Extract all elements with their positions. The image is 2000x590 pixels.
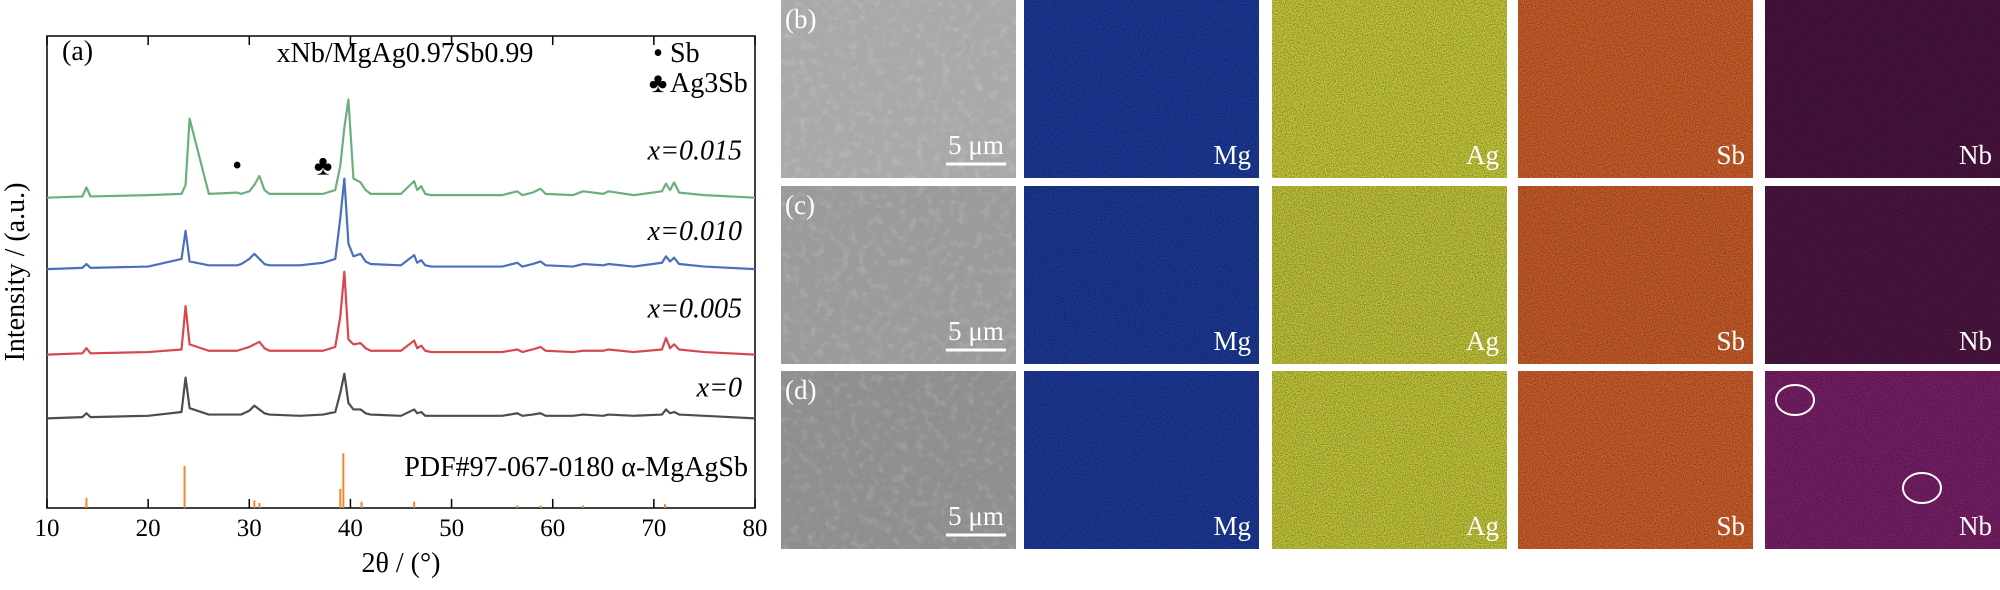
highlight-circle <box>1902 472 1942 504</box>
legend-symbol: ♣ <box>649 68 667 99</box>
row-label: (b) <box>785 4 816 34</box>
eds-noise <box>1518 371 1753 549</box>
eds-noise <box>1518 0 1753 178</box>
eds-maps: (b) 5 μm Mg Ag Sb Nb (c) 5 μm Mg Ag Sb Nb (d) 5 μm Mg A… <box>781 0 2000 549</box>
legend-name: Sb <box>670 38 700 69</box>
sem-texture <box>781 371 1016 549</box>
y-axis-label: Intensity / (a.u.) <box>0 183 31 362</box>
element-label: Sb <box>1716 140 1745 170</box>
eds-noise <box>1765 0 2000 178</box>
sem-texture <box>781 186 1016 364</box>
eds-noise <box>1272 186 1507 364</box>
element-label: Sb <box>1716 511 1745 541</box>
x-tick-label: 20 <box>136 515 161 542</box>
xrd-pattern <box>46 270 756 356</box>
row-label: (c) <box>785 190 815 220</box>
element-label: Nb <box>1959 326 1992 356</box>
xrd-pattern <box>46 98 756 199</box>
x-tick-label: 50 <box>439 515 464 542</box>
eds-noise <box>1765 371 2000 549</box>
scale-bar-label: 5 μm <box>948 130 1004 160</box>
xrd-panel: (a) xNb/MgAg0.97Sb0.99 2θ / (°) Intensit… <box>0 35 768 579</box>
scale-bar-label: 5 μm <box>948 316 1004 346</box>
x-axis-label: 2θ / (°) <box>361 548 440 579</box>
series-label: x=0.010 <box>647 216 742 247</box>
series-label: x=0.005 <box>647 294 742 325</box>
eds-noise <box>1765 186 2000 364</box>
reference-label: PDF#97-067-0180 α-MgAgSb <box>404 452 748 483</box>
chart-title: xNb/MgAg0.97Sb0.99 <box>277 38 534 69</box>
x-tick-label: 10 <box>35 515 60 542</box>
element-label: Sb <box>1716 326 1745 356</box>
series-label: x=0.015 <box>647 135 742 166</box>
scale-bar-label: 5 μm <box>948 501 1004 531</box>
x-tick-label: 80 <box>743 515 768 542</box>
eds-noise <box>1024 186 1259 364</box>
eds-noise <box>1024 371 1259 549</box>
xrd-pattern <box>46 177 756 271</box>
x-tick-label: 40 <box>338 515 363 542</box>
element-label: Ag <box>1466 511 1499 541</box>
element-label: Mg <box>1213 326 1251 356</box>
element-label: Nb <box>1959 511 1992 541</box>
series-label: x=0 <box>696 373 742 404</box>
eds-noise <box>1272 371 1507 549</box>
legend-name: Ag3Sb <box>670 68 748 99</box>
element-label: Nb <box>1959 140 1992 170</box>
element-label: Mg <box>1213 140 1251 170</box>
x-tick-label: 70 <box>641 515 666 542</box>
plot-frame <box>46 35 756 509</box>
element-label: Ag <box>1466 140 1499 170</box>
element-label: Ag <box>1466 326 1499 356</box>
xrd-pattern <box>46 372 756 420</box>
legend-symbol: • <box>653 38 663 69</box>
panel-label: (a) <box>62 36 93 67</box>
element-label: Mg <box>1213 511 1251 541</box>
phase-marker: ♣ <box>314 151 332 182</box>
phase-marker: • <box>232 151 242 182</box>
x-tick-label: 30 <box>237 515 262 542</box>
highlight-circle <box>1775 384 1815 416</box>
row-label: (d) <box>785 375 816 405</box>
eds-noise <box>1024 0 1259 178</box>
x-tick-label: 60 <box>540 515 565 542</box>
eds-noise <box>1272 0 1507 178</box>
eds-noise <box>1518 186 1753 364</box>
sem-texture <box>781 0 1016 178</box>
